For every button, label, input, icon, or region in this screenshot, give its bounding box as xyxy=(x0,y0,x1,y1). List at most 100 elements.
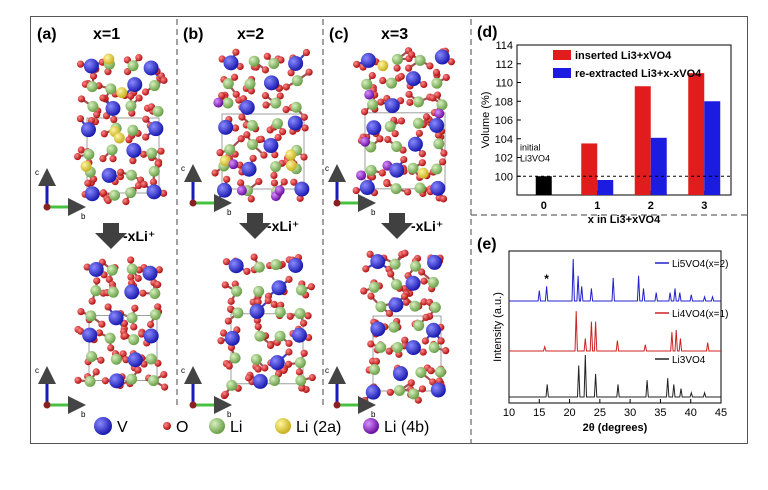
atom xyxy=(295,374,307,386)
xrd-trace xyxy=(509,354,721,398)
atom xyxy=(431,163,443,175)
atom xyxy=(378,169,386,177)
atom xyxy=(268,374,280,386)
atom xyxy=(404,64,413,72)
atom xyxy=(274,330,286,342)
atom xyxy=(420,80,428,89)
atom xyxy=(261,92,270,100)
atom xyxy=(261,364,269,372)
atom xyxy=(246,138,258,150)
atom xyxy=(427,276,439,288)
atom xyxy=(141,88,150,96)
x-tick-label: 0 xyxy=(541,200,547,212)
legend-swatch xyxy=(553,68,571,78)
atom xyxy=(107,286,119,298)
panel-c-label: (c) xyxy=(329,26,349,43)
atom xyxy=(392,366,408,382)
atom xyxy=(124,284,140,300)
atom xyxy=(225,362,233,370)
atom xyxy=(106,264,118,276)
atom xyxy=(254,298,262,306)
atom xyxy=(88,297,96,305)
atom xyxy=(287,69,295,77)
bar xyxy=(597,180,614,195)
atom xyxy=(143,328,159,344)
svg-text:b: b xyxy=(371,208,376,217)
atom xyxy=(125,169,137,181)
atom-legend-item: O xyxy=(163,419,188,436)
atom xyxy=(294,357,306,369)
atom xyxy=(121,332,129,340)
atom xyxy=(244,374,253,382)
atom xyxy=(254,365,262,373)
atom xyxy=(428,341,440,353)
atom xyxy=(93,277,101,285)
atom xyxy=(230,73,239,81)
atom xyxy=(419,348,427,356)
atom xyxy=(246,119,258,131)
atom xyxy=(390,278,402,290)
atom xyxy=(360,287,368,295)
atom xyxy=(106,144,118,156)
atom xyxy=(271,118,283,130)
y-axis-label: Intensity (a.u.) xyxy=(492,292,504,362)
atom xyxy=(109,155,117,163)
atom xyxy=(154,281,162,289)
unit-cell xyxy=(372,315,442,392)
atom xyxy=(434,366,446,378)
atom xyxy=(146,184,162,200)
atom xyxy=(89,175,98,183)
atom xyxy=(250,353,262,365)
atom xyxy=(148,121,164,137)
atom xyxy=(126,263,138,275)
atom xyxy=(110,353,122,365)
atom xyxy=(301,124,309,132)
atom xyxy=(253,261,265,273)
atom xyxy=(237,135,245,143)
atom xyxy=(74,376,82,384)
atom xyxy=(285,339,293,347)
atom xyxy=(243,267,251,275)
atom xyxy=(218,92,226,100)
atom xyxy=(420,298,428,306)
atom xyxy=(407,51,416,59)
atom xyxy=(88,261,104,277)
atom xyxy=(384,135,392,144)
atom xyxy=(77,146,85,154)
atom xyxy=(422,113,431,121)
atom xyxy=(77,327,85,335)
legend-label: inserted Li3+xVO4 xyxy=(575,50,672,62)
atom xyxy=(261,66,270,74)
atom xyxy=(146,320,155,329)
atom xyxy=(222,78,234,90)
atom xyxy=(447,58,456,66)
atom xyxy=(376,135,384,143)
atom xyxy=(302,48,311,57)
x-tick-label: 1 xyxy=(594,200,600,212)
atom xyxy=(226,379,238,391)
x-tick-label: 20 xyxy=(563,407,575,419)
atom xyxy=(221,390,230,398)
x-tick-label: 25 xyxy=(594,407,606,419)
atom xyxy=(148,165,160,177)
reference-label: initial xyxy=(520,142,541,152)
atom xyxy=(211,169,219,177)
atom xyxy=(264,297,272,305)
atom xyxy=(148,80,160,92)
atom xyxy=(145,353,157,365)
atom xyxy=(104,332,116,344)
atom xyxy=(352,186,360,195)
atom xyxy=(223,55,239,71)
atom xyxy=(127,352,143,368)
axes-indicator-a-top: c b xyxy=(35,168,86,221)
atom xyxy=(386,388,394,396)
atom xyxy=(216,182,232,198)
atom xyxy=(77,308,85,316)
atom xyxy=(140,180,148,189)
atom xyxy=(142,265,158,281)
atom xyxy=(104,68,112,76)
atom xyxy=(117,168,125,176)
arrow-a: -xLi⁺ xyxy=(95,223,155,249)
atom xyxy=(116,87,128,99)
atom xyxy=(127,273,135,281)
